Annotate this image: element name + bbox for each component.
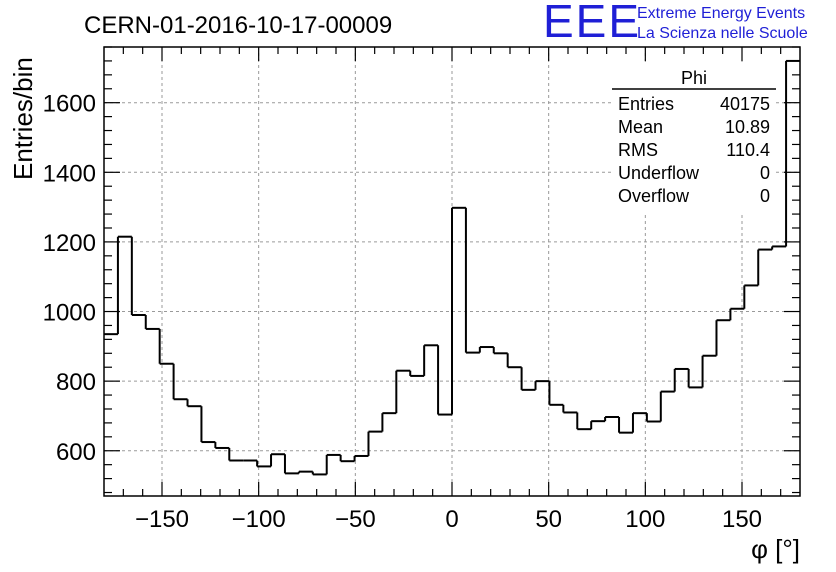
stats-label: Overflow bbox=[618, 186, 690, 206]
y-tick-label: 600 bbox=[56, 439, 96, 466]
stats-value: 10.89 bbox=[725, 117, 770, 137]
stats-value: 0 bbox=[760, 163, 770, 183]
y-tick-label: 800 bbox=[56, 369, 96, 396]
x-tick-label: 100 bbox=[625, 506, 665, 533]
x-tick-label: −100 bbox=[232, 506, 286, 533]
stats-value: 0 bbox=[760, 186, 770, 206]
stats-label: RMS bbox=[618, 140, 658, 160]
x-tick-label: −50 bbox=[335, 506, 376, 533]
x-tick-label: −150 bbox=[135, 506, 189, 533]
stats-value: 40175 bbox=[720, 94, 770, 114]
stats-label: Mean bbox=[618, 117, 663, 137]
eee-logo-mark: EEE bbox=[543, 0, 642, 47]
x-tick-label: 150 bbox=[722, 506, 762, 533]
stats-title: Phi bbox=[681, 68, 707, 88]
y-tick-label: 1600 bbox=[43, 91, 96, 118]
x-tick-label: 50 bbox=[535, 506, 562, 533]
x-axis-label: φ [°] bbox=[751, 534, 800, 564]
eee-logo-line-2: La Scienza nelle Scuole bbox=[637, 25, 808, 42]
axis-ticks bbox=[104, 46, 800, 496]
eee-logo: EEE Extreme Energy Events La Scienza nel… bbox=[543, 0, 833, 47]
tick-labels: −150 −100 −50 0 50 100 150 600 800 1000 1200 1400 16… bbox=[43, 91, 762, 533]
stats-value: 110.4 bbox=[726, 140, 770, 160]
stats-label: Entries bbox=[618, 94, 674, 114]
y-tick-label: 1000 bbox=[43, 300, 96, 327]
y-axis-label: Entries/bin bbox=[8, 57, 38, 180]
y-tick-label: 1400 bbox=[43, 160, 96, 187]
x-tick-label: 0 bbox=[445, 506, 458, 533]
stats-label: Underflow bbox=[618, 163, 700, 183]
stats-box: Phi Entries 40175 Mean 10.89 RMS 110.4 Underfl… bbox=[612, 65, 776, 215]
chart-title: CERN-01-2016-10-17-00009 bbox=[84, 12, 392, 39]
histogram-bars bbox=[104, 59, 800, 476]
eee-logo-line-1: Extreme Energy Events bbox=[637, 5, 806, 22]
y-tick-label: 1200 bbox=[43, 230, 96, 257]
